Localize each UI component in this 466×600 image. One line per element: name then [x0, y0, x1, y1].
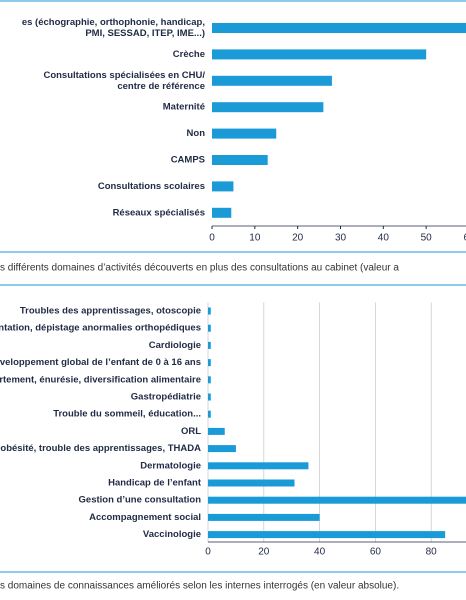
category-label: Consultations scolaires: [98, 181, 205, 192]
bar: [208, 531, 446, 539]
x-tick-label: 30: [335, 233, 347, 244]
category-label: Accompagnement social: [89, 512, 201, 523]
x-tick-label: 60: [370, 547, 382, 558]
caption: s domaines de connaissances améliorés se…: [0, 581, 399, 592]
bar: [208, 479, 295, 487]
category-label: Crèche: [173, 49, 205, 60]
bar: [208, 462, 309, 470]
x-tick-label: 20: [292, 233, 304, 244]
category-label: Gestion d’une consultation: [79, 495, 202, 506]
bar: [208, 513, 320, 521]
bar: [212, 102, 324, 113]
category-label: es (échographie, orthophonie, handicap,: [22, 17, 205, 28]
category-label: Non: [187, 128, 206, 139]
bar: [208, 445, 236, 453]
category-label: CAMPS: [171, 155, 205, 166]
category-label: Consultations spécialisées en CHU/: [43, 70, 205, 81]
bar: [208, 307, 211, 315]
x-tick-label: 60: [463, 233, 466, 244]
x-tick-label: 20: [258, 547, 270, 558]
category-label: eveloppement global de l’enfant de 0 à 1…: [0, 357, 201, 368]
category-label: Cardiologie: [149, 340, 201, 351]
bar: [212, 181, 234, 192]
category-label: Réseaux spécialisés: [113, 207, 205, 218]
x-tick-label: 50: [421, 233, 433, 244]
category-label: ntation, dépistage anormalies orthopédiq…: [0, 323, 201, 334]
category-label: centre de référence: [117, 81, 205, 92]
bar: [212, 128, 277, 139]
bar: [212, 23, 466, 33]
bar: [208, 324, 211, 332]
category-label: ORL: [181, 426, 201, 437]
category-label: , obésité, trouble des apprentissages, T…: [0, 443, 201, 454]
x-tick-label: 10: [249, 233, 261, 244]
category-label: Trouble du sommeil, éducation...: [53, 409, 201, 420]
x-tick-label: 40: [314, 547, 326, 558]
bar: [208, 359, 211, 367]
bar: [208, 427, 225, 435]
x-tick-label: 0: [209, 233, 215, 244]
bar: [212, 49, 427, 60]
category-label: Dermatologie: [140, 460, 201, 471]
bar: [208, 376, 211, 384]
category-label: Maternité: [163, 102, 205, 113]
category-label: PMI, SESSAD, ITEP, IME...): [85, 28, 205, 39]
caption: s différents domaines d’activités découv…: [0, 263, 399, 274]
x-tick-label: 40: [378, 233, 390, 244]
bar: [208, 410, 211, 418]
bar: [208, 393, 211, 401]
bar: [212, 75, 332, 86]
x-tick-label: 0: [205, 547, 211, 558]
bar: [212, 155, 268, 165]
category-label: Troubles des apprentissages, otoscopie: [20, 306, 201, 317]
bar: [212, 207, 232, 218]
bar: [208, 341, 211, 349]
x-tick-label: 80: [426, 547, 438, 558]
category-label: rtement, énurésie, diversification alime…: [0, 374, 201, 385]
bar: [208, 496, 466, 504]
category-label: Handicap de l’enfant: [108, 478, 202, 489]
category-label: Vaccinologie: [143, 529, 201, 540]
category-label: Gastropédiatrie: [131, 392, 201, 403]
